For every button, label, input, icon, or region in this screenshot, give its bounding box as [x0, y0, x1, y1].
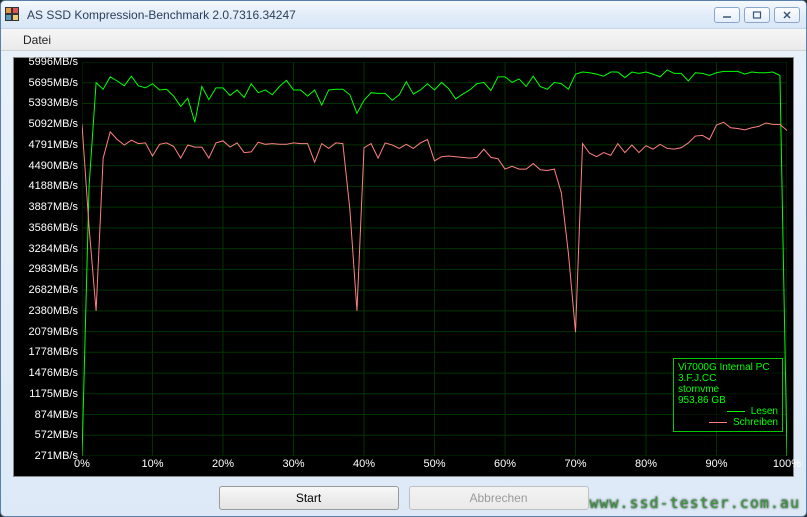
y-tick-label: 4490MB/s: [28, 160, 78, 172]
legend-item: Lesen: [678, 406, 778, 417]
y-tick-label: 3586MB/s: [28, 222, 78, 234]
window-title: AS SSD Kompression-Benchmark 2.0.7316.34…: [27, 8, 714, 22]
app-window: AS SSD Kompression-Benchmark 2.0.7316.34…: [0, 0, 807, 517]
abbrechen-button: Abbrechen: [409, 486, 589, 510]
maximize-button[interactable]: [744, 7, 770, 23]
y-tick-label: 2682MB/s: [28, 284, 78, 296]
legend-label: Lesen: [751, 406, 778, 417]
y-tick-label: 1476MB/s: [28, 367, 78, 379]
window-controls: [714, 7, 800, 23]
legend-info-line: 953,86 GB: [678, 395, 778, 406]
x-tick-label: 50%: [423, 458, 445, 470]
x-tick-label: 30%: [282, 458, 304, 470]
legend-info-line: Vi7000G Internal PC: [678, 362, 778, 373]
x-tick-label: 70%: [564, 458, 586, 470]
legend-info-line: 3.F.J.CC: [678, 373, 778, 384]
legend-info-line: stornvme: [678, 384, 778, 395]
y-tick-label: 3887MB/s: [28, 201, 78, 213]
x-tick-label: 40%: [353, 458, 375, 470]
button-row: Start Abbrechen: [1, 486, 806, 510]
legend-box: Vi7000G Internal PC3.F.J.CCstornvme953,8…: [673, 358, 783, 432]
x-tick-label: 100%: [773, 458, 801, 470]
y-tick-label: 4791MB/s: [28, 139, 78, 151]
y-tick-label: 4188MB/s: [28, 180, 78, 192]
legend-item: Schreiben: [678, 417, 778, 428]
plot-area: Vi7000G Internal PC3.F.J.CCstornvme953,8…: [82, 62, 787, 456]
y-tick-label: 2079MB/s: [28, 326, 78, 338]
minimize-button[interactable]: [714, 7, 740, 23]
legend-swatch: [709, 422, 727, 423]
y-tick-label: 3284MB/s: [28, 243, 78, 255]
y-tick-label: 2380MB/s: [28, 305, 78, 317]
start-button[interactable]: Start: [219, 486, 399, 510]
x-tick-label: 20%: [212, 458, 234, 470]
y-tick-label: 874MB/s: [35, 409, 78, 421]
x-tick-label: 10%: [141, 458, 163, 470]
y-tick-label: 2983MB/s: [28, 263, 78, 275]
x-tick-label: 0%: [74, 458, 90, 470]
x-tick-label: 80%: [635, 458, 657, 470]
y-tick-label: 572MB/s: [35, 429, 78, 441]
y-tick-label: 1778MB/s: [28, 346, 78, 358]
app-icon: [5, 7, 21, 23]
x-tick-label: 90%: [705, 458, 727, 470]
menu-datei[interactable]: Datei: [15, 31, 59, 49]
y-tick-label: 271MB/s: [35, 450, 78, 462]
x-axis: 0%10%20%30%40%50%60%70%80%90%100%: [82, 458, 787, 474]
chart-area: 5996MB/s 5695MB/s 5393MB/s 5092MB/s 4791MB/s…: [13, 57, 794, 477]
series-schreiben: [82, 122, 787, 332]
close-button[interactable]: [774, 7, 800, 23]
y-tick-label: 5393MB/s: [28, 97, 78, 109]
y-tick-label: 1175MB/s: [29, 388, 78, 400]
menubar: Datei: [1, 29, 806, 51]
titlebar: AS SSD Kompression-Benchmark 2.0.7316.34…: [1, 1, 806, 29]
legend-swatch: [727, 411, 745, 412]
legend-label: Schreiben: [733, 417, 778, 428]
y-tick-label: 5996MB/s: [28, 56, 78, 68]
y-tick-label: 5092MB/s: [28, 118, 78, 130]
y-tick-label: 5695MB/s: [28, 77, 78, 89]
y-axis: 5996MB/s5695MB/s5393MB/s5092MB/s4791MB/s…: [14, 62, 82, 456]
x-tick-label: 60%: [494, 458, 516, 470]
